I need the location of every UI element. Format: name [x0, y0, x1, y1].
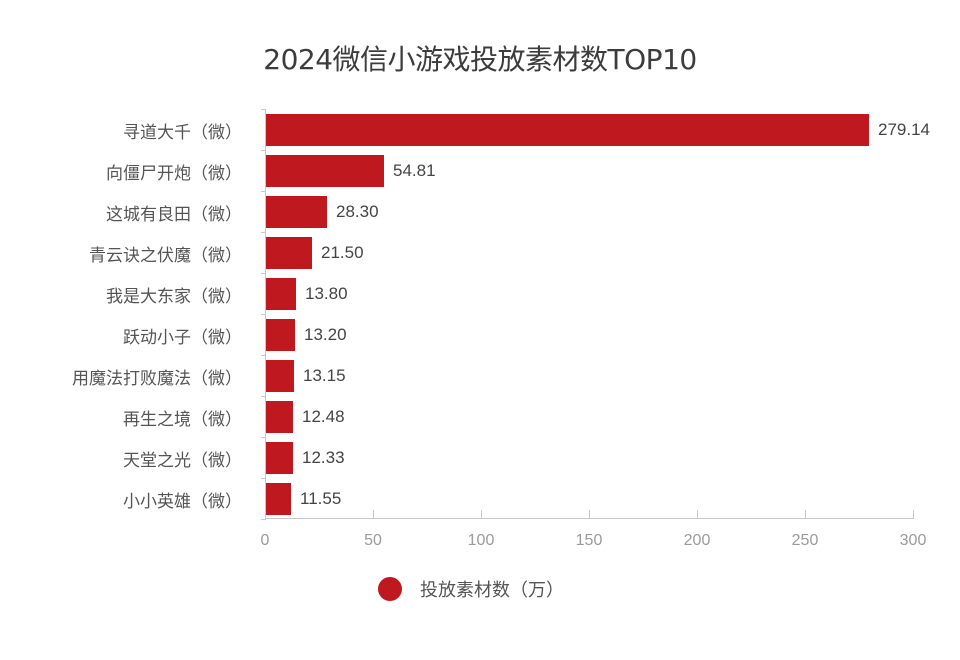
x-tick-label: 200	[683, 532, 711, 549]
y-tick	[261, 314, 266, 315]
x-tick-label: 100	[467, 532, 495, 549]
bar[interactable]	[266, 442, 293, 474]
bar[interactable]	[266, 237, 312, 269]
y-tick	[261, 109, 266, 110]
x-tick-label: 150	[575, 532, 603, 549]
category-label: 我是大东家（微）	[106, 287, 242, 307]
x-tick	[373, 510, 374, 519]
bar[interactable]	[266, 155, 384, 187]
value-label: 279.14	[878, 120, 930, 139]
y-tick	[261, 355, 266, 356]
legend-marker-icon	[378, 577, 402, 601]
y-tick	[261, 437, 266, 438]
bar[interactable]	[266, 483, 291, 515]
value-label: 12.48	[302, 407, 345, 426]
bar[interactable]	[266, 114, 869, 146]
bar[interactable]	[266, 360, 294, 392]
y-tick	[261, 478, 266, 479]
x-tick	[589, 510, 590, 519]
bar[interactable]	[266, 401, 293, 433]
category-label: 寻道大千（微）	[123, 123, 242, 143]
y-tick	[261, 519, 266, 520]
x-tick	[913, 510, 914, 519]
category-label: 再生之境（微）	[123, 410, 242, 430]
legend[interactable]: 投放素材数（万）	[378, 576, 564, 602]
chart-title: 2024微信小游戏投放素材数TOP10	[263, 43, 697, 76]
value-label: 13.80	[305, 284, 348, 303]
x-tick	[697, 510, 698, 519]
x-tick-label: 50	[364, 532, 382, 549]
category-label: 用魔法打败魔法（微）	[72, 369, 242, 389]
value-label: 28.30	[336, 202, 379, 221]
x-tick	[481, 510, 482, 519]
category-label: 向僵尸开炮（微）	[106, 164, 242, 184]
x-tick	[805, 510, 806, 519]
y-tick	[261, 191, 266, 192]
value-label: 12.33	[302, 448, 345, 467]
value-label: 54.81	[393, 161, 436, 180]
value-label: 13.20	[304, 325, 347, 344]
category-label: 小小英雄（微）	[123, 492, 242, 512]
bar[interactable]	[266, 278, 296, 310]
x-tick-label: 0	[260, 532, 270, 549]
y-tick	[261, 232, 266, 233]
bar[interactable]	[266, 319, 295, 351]
y-tick	[261, 273, 266, 274]
value-label: 13.15	[303, 366, 346, 385]
bar[interactable]	[266, 196, 327, 228]
x-tick-label: 300	[899, 532, 927, 549]
category-label: 青云诀之伏魔（微）	[89, 246, 242, 266]
x-tick-label: 250	[791, 532, 819, 549]
y-tick	[261, 150, 266, 151]
value-label: 21.50	[321, 243, 364, 262]
y-tick	[261, 396, 266, 397]
value-label: 11.55	[300, 489, 342, 508]
legend-label: 投放素材数（万）	[420, 580, 564, 601]
category-label: 天堂之光（微）	[123, 451, 242, 471]
category-label: 跃动小子（微）	[123, 328, 242, 348]
category-label: 这城有良田（微）	[106, 205, 242, 225]
